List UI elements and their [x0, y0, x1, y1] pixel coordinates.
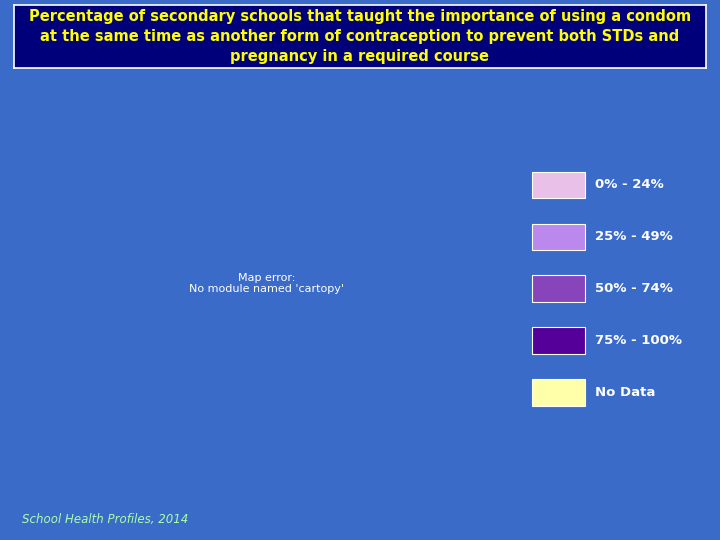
- Text: Map error:
No module named 'cartopy': Map error: No module named 'cartopy': [189, 273, 344, 294]
- Text: 50% - 74%: 50% - 74%: [595, 282, 672, 295]
- Text: 25% - 49%: 25% - 49%: [595, 231, 672, 244]
- Text: 75% - 100%: 75% - 100%: [595, 334, 682, 347]
- Text: Percentage of secondary schools that taught the importance of using a condom
at : Percentage of secondary schools that tau…: [29, 9, 691, 64]
- FancyBboxPatch shape: [531, 275, 585, 302]
- Text: School Health Profiles, 2014: School Health Profiles, 2014: [22, 512, 188, 526]
- Text: 0% - 24%: 0% - 24%: [595, 178, 663, 191]
- FancyBboxPatch shape: [531, 327, 585, 354]
- FancyBboxPatch shape: [531, 224, 585, 250]
- Text: No Data: No Data: [595, 386, 655, 399]
- FancyBboxPatch shape: [531, 379, 585, 406]
- FancyBboxPatch shape: [531, 172, 585, 198]
